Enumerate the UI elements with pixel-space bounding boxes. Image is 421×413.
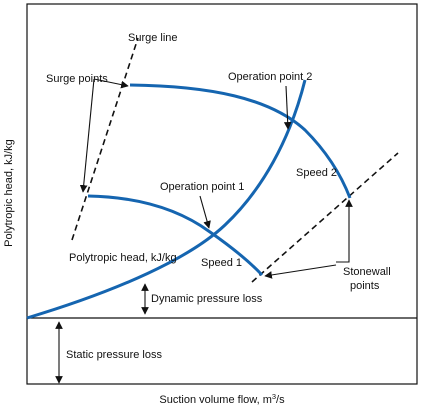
surge-points-arrow-lower [79,78,95,193]
x-axis-title-tail: /s [276,394,285,406]
x-axis-title: Suction volume flow, m3/s [159,392,285,406]
stonewall-points-arrow-upper [336,199,353,263]
surge-points-label: Surge points [46,73,108,85]
stonewall-line [251,152,399,283]
speed-2-label: Speed 2 [296,167,337,179]
speed-1-curve [87,194,264,277]
stonewall-points-label-line2: points [350,280,380,292]
plot-frame [26,3,418,385]
surge-points-arrow-upper [93,78,129,89]
y-axis-title: Polytropic head, kJ/kg [3,139,15,247]
stonewall-points-label-line1: Stonewall [343,266,391,278]
stonewall-points-arrow-lower [264,264,337,279]
x-axis-title-main: Suction volume flow, m [159,394,272,406]
surge-line [71,37,139,241]
speed-2-curve [129,83,352,199]
surge-line-label: Surge line [128,32,178,44]
speed-1-label: Speed 1 [201,257,242,269]
system-curve-label: Polytropic head, kJ/kg [69,252,177,264]
operation-point-1-arrow [199,195,211,229]
x-axis-title-sup: 3 [272,392,276,401]
system-curve [26,79,307,320]
operation-point-2-label: Operation point 2 [228,71,312,83]
operation-point-2-arrow [283,85,292,130]
dynamic-pressure-loss-label: Dynamic pressure loss [151,293,263,305]
static-pressure-loss-label: Static pressure loss [66,349,162,361]
operation-point-1-label: Operation point 1 [160,181,244,193]
